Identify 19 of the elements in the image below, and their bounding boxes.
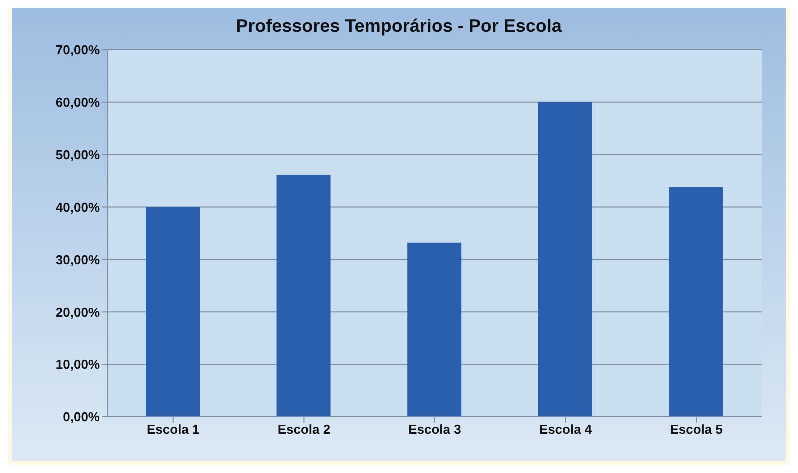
- x-tick-label: Escola 5: [670, 422, 723, 438]
- bar: [669, 187, 724, 417]
- x-tick-label: Escola 4: [539, 422, 593, 438]
- y-tick-label: 40,00%: [56, 200, 100, 215]
- x-tick-label: Escola 2: [278, 422, 331, 438]
- y-tick-label: 20,00%: [56, 304, 100, 320]
- bar: [276, 175, 331, 417]
- y-tick-label: 0,00%: [63, 410, 100, 425]
- chart-title: Professores Temporários - Por Escola: [235, 15, 563, 38]
- y-tick-label: 70,00%: [56, 42, 100, 58]
- y-tick-label: 30,00%: [56, 252, 100, 268]
- x-tick-label: Escola 1: [147, 422, 200, 438]
- y-tick-label: 60,00%: [56, 95, 100, 110]
- bar: [538, 102, 592, 417]
- y-tick-label: 10,00%: [56, 357, 100, 372]
- bar: [408, 242, 462, 417]
- x-tick-label: Escola 3: [408, 422, 462, 438]
- bar: [146, 207, 200, 417]
- y-tick-label: 50,00%: [56, 147, 100, 162]
